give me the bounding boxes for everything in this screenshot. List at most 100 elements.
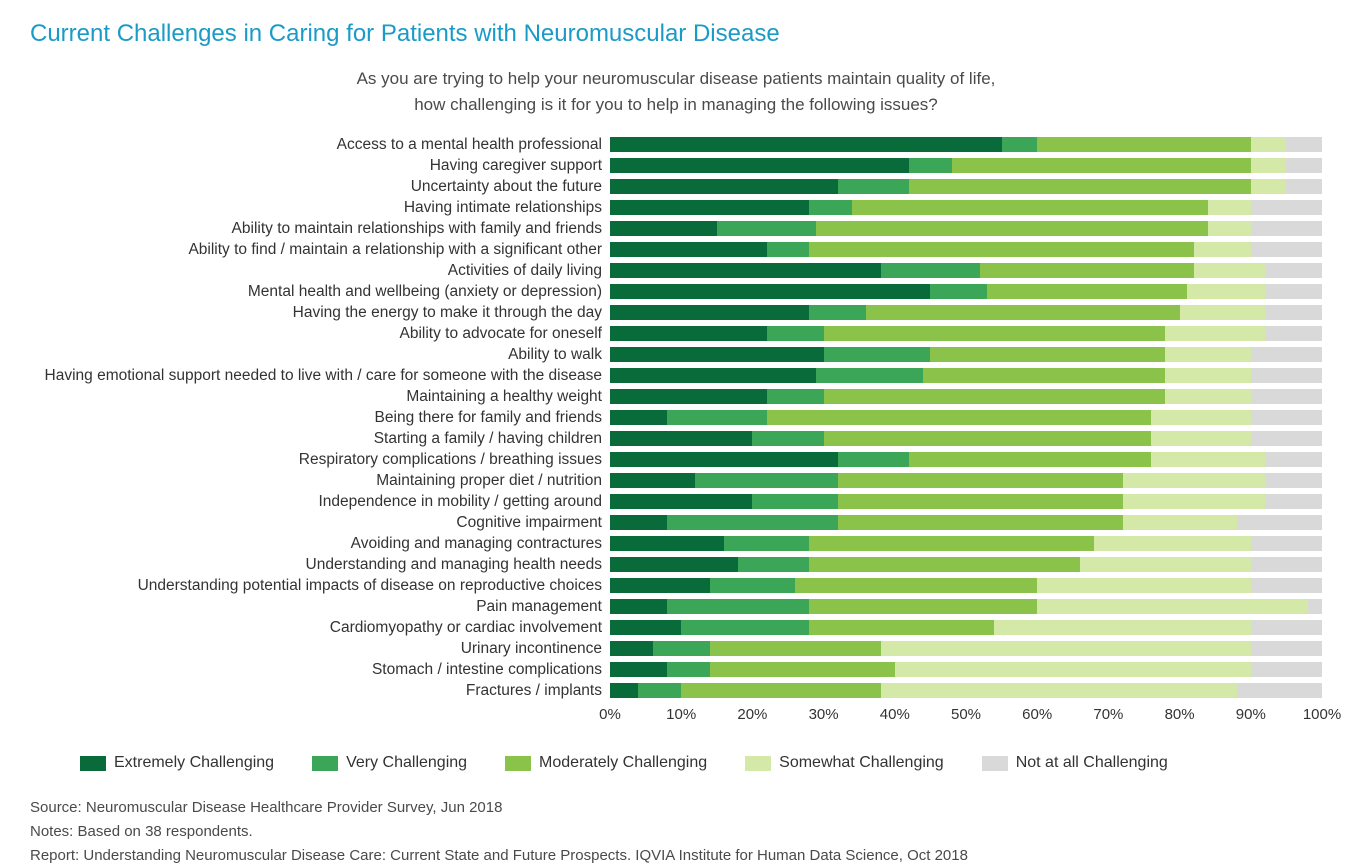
bar-segment xyxy=(1251,641,1322,656)
bar-segment xyxy=(1080,557,1251,572)
bar-segment xyxy=(881,641,1251,656)
bar-segment xyxy=(1037,578,1251,593)
bar-segment xyxy=(1151,410,1251,425)
bar-track xyxy=(610,368,1322,383)
bar-segment xyxy=(1265,305,1322,320)
table-row: Activities of daily living xyxy=(30,261,1322,280)
bar-track xyxy=(610,410,1322,425)
bar-segment xyxy=(610,347,824,362)
swatch-moderately xyxy=(505,756,531,771)
bar-track xyxy=(610,662,1322,677)
bar-segment xyxy=(667,662,710,677)
bar-track xyxy=(610,347,1322,362)
row-label: Cardiomyopathy or cardiac involvement xyxy=(30,619,610,637)
table-row: Mental health and wellbeing (anxiety or … xyxy=(30,282,1322,301)
chart-subtitle: As you are trying to help your neuromusc… xyxy=(30,66,1322,117)
row-label: Understanding and managing health needs xyxy=(30,556,610,574)
legend-item-moderately: Moderately Challenging xyxy=(505,754,707,772)
bar-segment xyxy=(1123,515,1237,530)
bar-segment xyxy=(1094,536,1251,551)
bar-segment xyxy=(1165,326,1265,341)
bar-track xyxy=(610,473,1322,488)
bar-segment xyxy=(987,284,1186,299)
row-label: Avoiding and managing contractures xyxy=(30,535,610,553)
legend-item-somewhat: Somewhat Challenging xyxy=(745,754,944,772)
bar-segment xyxy=(610,221,717,236)
bar-track xyxy=(610,515,1322,530)
bar-segment xyxy=(610,179,838,194)
bar-segment xyxy=(809,536,1094,551)
legend-label-extremely: Extremely Challenging xyxy=(114,754,274,772)
bar-segment xyxy=(1123,473,1265,488)
bar-track xyxy=(610,137,1322,152)
bar-segment xyxy=(610,557,738,572)
bar-segment xyxy=(767,242,810,257)
row-label: Access to a mental health professional xyxy=(30,136,610,154)
bar-segment xyxy=(610,662,667,677)
axis-tick: 50% xyxy=(951,706,981,723)
row-label: Maintaining a healthy weight xyxy=(30,388,610,406)
bar-segment xyxy=(930,347,1165,362)
axis-tick: 0% xyxy=(599,706,621,723)
bar-segment xyxy=(738,557,809,572)
bar-segment xyxy=(610,305,809,320)
stacked-bar-chart: Access to a mental health professional Ha… xyxy=(30,135,1322,700)
bar-track xyxy=(610,557,1322,572)
bar-segment xyxy=(710,662,895,677)
bar-segment xyxy=(610,368,816,383)
bar-track xyxy=(610,284,1322,299)
bar-segment xyxy=(1251,410,1322,425)
bar-segment xyxy=(809,242,1193,257)
bar-track xyxy=(610,431,1322,446)
legend-item-extremely: Extremely Challenging xyxy=(80,754,274,772)
table-row: Being there for family and friends xyxy=(30,408,1322,427)
table-row: Understanding and managing health needs xyxy=(30,555,1322,574)
row-label: Understanding potential impacts of disea… xyxy=(30,577,610,595)
bar-segment xyxy=(1037,137,1251,152)
bar-segment xyxy=(1187,284,1265,299)
axis-tick: 100% xyxy=(1303,706,1341,723)
bar-segment xyxy=(838,473,1123,488)
bar-segment xyxy=(1251,431,1322,446)
legend-label-very: Very Challenging xyxy=(346,754,467,772)
bar-segment xyxy=(1194,263,1265,278)
row-label: Urinary incontinence xyxy=(30,640,610,658)
row-label: Having the energy to make it through the… xyxy=(30,304,610,322)
bar-track xyxy=(610,683,1322,698)
table-row: Ability to advocate for oneself xyxy=(30,324,1322,343)
bar-segment xyxy=(1286,137,1322,152)
bar-segment xyxy=(724,536,809,551)
bar-segment xyxy=(1251,242,1322,257)
bar-segment xyxy=(610,641,653,656)
bar-segment xyxy=(1165,347,1250,362)
bar-segment xyxy=(1123,494,1265,509)
table-row: Access to a mental health professional xyxy=(30,135,1322,154)
axis-tick: 70% xyxy=(1093,706,1123,723)
table-row: Cognitive impairment xyxy=(30,513,1322,532)
table-row: Ability to find / maintain a relationshi… xyxy=(30,240,1322,259)
bar-segment xyxy=(1265,473,1322,488)
bar-track xyxy=(610,578,1322,593)
bar-segment xyxy=(824,347,931,362)
axis-tick: 40% xyxy=(880,706,910,723)
row-label: Ability to maintain relationships with f… xyxy=(30,220,610,238)
table-row: Ability to maintain relationships with f… xyxy=(30,219,1322,238)
bar-segment xyxy=(838,179,909,194)
bar-segment xyxy=(610,536,724,551)
bar-segment xyxy=(1251,158,1287,173)
table-row: Stomach / intestine complications xyxy=(30,660,1322,679)
swatch-notatall xyxy=(982,756,1008,771)
row-label: Cognitive impairment xyxy=(30,514,610,532)
table-row: Fractures / implants xyxy=(30,681,1322,700)
chart-title: Current Challenges in Caring for Patient… xyxy=(30,20,1322,48)
table-row: Urinary incontinence xyxy=(30,639,1322,658)
row-label: Maintaining proper diet / nutrition xyxy=(30,472,610,490)
bar-segment xyxy=(610,452,838,467)
axis-tick: 90% xyxy=(1236,706,1266,723)
table-row: Starting a family / having children xyxy=(30,429,1322,448)
row-label: Stomach / intestine complications xyxy=(30,661,610,679)
bar-segment xyxy=(1251,536,1322,551)
bar-segment xyxy=(767,389,824,404)
bar-segment xyxy=(1286,179,1322,194)
bar-segment xyxy=(1208,200,1251,215)
